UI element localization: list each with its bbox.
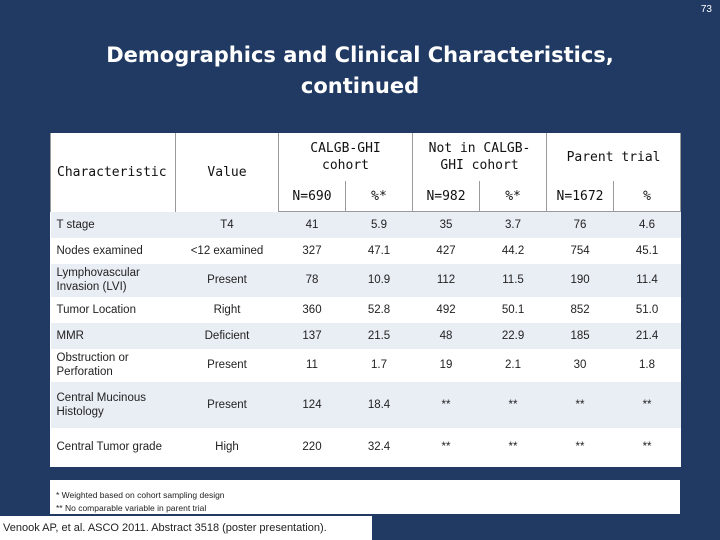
row-value: Present	[175, 381, 279, 428]
table-cell: 51.0	[613, 296, 681, 323]
row-value: High	[175, 427, 279, 467]
header-parent-trial: Parent trial	[546, 133, 682, 181]
slide-title-line2: continued	[300, 74, 420, 98]
table-cell: 19	[412, 348, 480, 382]
table-cell: **	[479, 427, 547, 467]
table-cell: **	[546, 381, 614, 428]
row-label: T stage	[50, 211, 176, 238]
table-row: Tumor Location Right 360 52.8 492 50.1 8…	[50, 296, 681, 323]
characteristics-table-container: Characteristic Value CALGB-GHI cohort No…	[50, 133, 682, 467]
table-cell: 21.5	[345, 322, 413, 349]
table-row: MMR Deficient 137 21.5 48 22.9 185 21.4	[50, 322, 681, 349]
row-value: Right	[175, 296, 279, 323]
table-cell: **	[613, 381, 681, 428]
table-cell: **	[479, 381, 547, 428]
table-cell: 4.6	[613, 211, 681, 238]
subheader-n-not-calgb: N=982	[412, 181, 481, 212]
table-cell: 124	[278, 381, 346, 428]
subheader-n-calgb: N=690	[278, 181, 346, 212]
header-characteristic: Characteristic	[50, 133, 176, 212]
table-cell: 220	[278, 427, 346, 467]
row-label: Tumor Location	[50, 296, 176, 323]
header-not-in-calgb-ghi-cohort: Not in CALGB-GHI cohort	[412, 133, 548, 181]
table-cell: 48	[412, 322, 480, 349]
table-cell: 3.7	[479, 211, 547, 238]
row-label: Lymphovascular Invasion (LVI)	[50, 263, 176, 297]
table-cell: 2.1	[479, 348, 547, 382]
table-cell: 754	[546, 237, 614, 264]
row-label: Obstruction or Perforation	[50, 348, 176, 382]
table-cell: 5.9	[345, 211, 413, 238]
footnote-no-comparable: ** No comparable variable in parent tria…	[56, 503, 207, 513]
table-cell: 492	[412, 296, 480, 323]
subheader-pct-not-calgb: %*	[479, 181, 548, 212]
table-cell: 1.7	[345, 348, 413, 382]
table-cell: **	[412, 427, 480, 467]
footnote-area	[50, 480, 680, 514]
table-cell: 21.4	[613, 322, 681, 349]
table-cell: 30	[546, 348, 614, 382]
table-cell: 10.9	[345, 263, 413, 297]
row-value: Present	[175, 263, 279, 297]
table-cell: 22.9	[479, 322, 547, 349]
page-number: 73	[700, 4, 712, 15]
table-cell: 1.8	[613, 348, 681, 382]
table-row: Central Tumor grade High 220 32.4 ** ** …	[50, 427, 681, 467]
footnote-weighted: * Weighted based on cohort sampling desi…	[56, 490, 225, 500]
table-cell: 190	[546, 263, 614, 297]
table-cell: 137	[278, 322, 346, 349]
row-value: Present	[175, 348, 279, 382]
table-row: Lymphovascular Invasion (LVI) Present 78…	[50, 263, 681, 297]
table-cell: 52.8	[345, 296, 413, 323]
header-value: Value	[175, 133, 279, 212]
row-label: Central Tumor grade	[50, 427, 176, 467]
table-cell: 35	[412, 211, 480, 238]
citation: Venook AP, et al. ASCO 2011. Abstract 35…	[3, 522, 327, 534]
subheader-pct-calgb: %*	[344, 181, 414, 212]
table-cell: 852	[546, 296, 614, 323]
table-cell: 11.5	[479, 263, 547, 297]
table-cell: 47.1	[345, 237, 413, 264]
table-cell: 11	[278, 348, 346, 382]
table-cell: 18.4	[345, 381, 413, 428]
table-row: Obstruction or Perforation Present 11 1.…	[50, 348, 681, 382]
slide-title-line1: Demographics and Clinical Characteristic…	[106, 43, 614, 67]
table-cell: 427	[412, 237, 480, 264]
table-cell: **	[412, 381, 480, 428]
characteristics-table: Characteristic Value CALGB-GHI cohort No…	[50, 133, 682, 467]
citation-area	[0, 516, 372, 540]
table-cell: 44.2	[479, 237, 547, 264]
table-cell: **	[613, 427, 681, 467]
table-cell: 41	[278, 211, 346, 238]
row-value: <12 examined	[175, 237, 279, 264]
row-value: Deficient	[175, 322, 279, 349]
table-cell: 327	[278, 237, 346, 264]
table-cell: 112	[412, 263, 480, 297]
table-cell: 78	[278, 263, 346, 297]
subheader-pct-parent: %	[613, 181, 682, 212]
table-cell: 32.4	[345, 427, 413, 467]
table-row: Central Mucinous Histology Present 124 1…	[50, 381, 681, 428]
row-value: T4	[175, 211, 279, 238]
table-row: T stage T4 41 5.9 35 3.7 76 4.6	[50, 211, 681, 238]
row-label: Central Mucinous Histology	[50, 381, 176, 428]
table-cell: 185	[546, 322, 614, 349]
table-cell: **	[546, 427, 614, 467]
table-cell: 76	[546, 211, 614, 238]
table-cell: 360	[278, 296, 346, 323]
slide-title: Demographics and Clinical Characteristic…	[0, 40, 720, 102]
table-cell: 45.1	[613, 237, 681, 264]
table-row: Nodes examined <12 examined 327 47.1 427…	[50, 237, 681, 264]
row-label: Nodes examined	[50, 237, 176, 264]
table-cell: 11.4	[613, 263, 681, 297]
row-label: MMR	[50, 322, 176, 349]
subheader-n-parent: N=1672	[546, 181, 615, 212]
header-calgb-ghi-cohort: CALGB-GHI cohort	[277, 133, 414, 181]
table-cell: 50.1	[479, 296, 547, 323]
